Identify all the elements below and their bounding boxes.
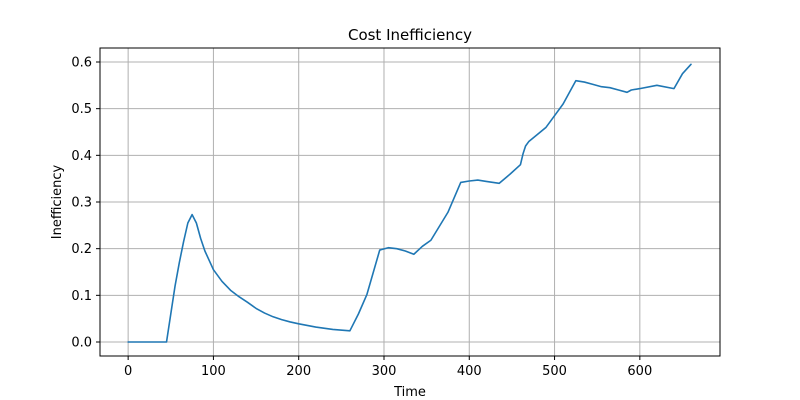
y-tick-label: 0.3 — [71, 196, 92, 211]
x-tick-label: 200 — [286, 364, 311, 379]
grid — [100, 48, 720, 356]
y-tick-label: 0.5 — [71, 102, 92, 117]
x-axis-label: Time — [393, 385, 426, 400]
x-tick-label: 300 — [372, 364, 397, 379]
y-axis: 0.0 0.1 0.2 0.3 0.4 0.5 0.6 — [71, 56, 100, 351]
y-tick-label: 0.2 — [71, 242, 92, 257]
chart-title: Cost Inefficiency — [348, 26, 472, 44]
x-tick-label: 0 — [124, 364, 132, 379]
x-axis: 0 100 200 300 400 500 600 — [124, 356, 652, 379]
series-line — [127, 63, 692, 343]
y-tick-label: 0.1 — [71, 289, 92, 304]
y-tick-label: 0.4 — [71, 149, 92, 164]
y-tick-label: 0.0 — [71, 336, 92, 351]
y-tick-label: 0.6 — [71, 56, 92, 71]
x-tick-label: 400 — [457, 364, 482, 379]
series-layer — [127, 63, 692, 343]
y-axis-label: Inefficiency — [50, 164, 65, 239]
x-tick-label: 500 — [542, 364, 567, 379]
x-tick-label: 100 — [201, 364, 226, 379]
x-tick-label: 600 — [627, 364, 652, 379]
